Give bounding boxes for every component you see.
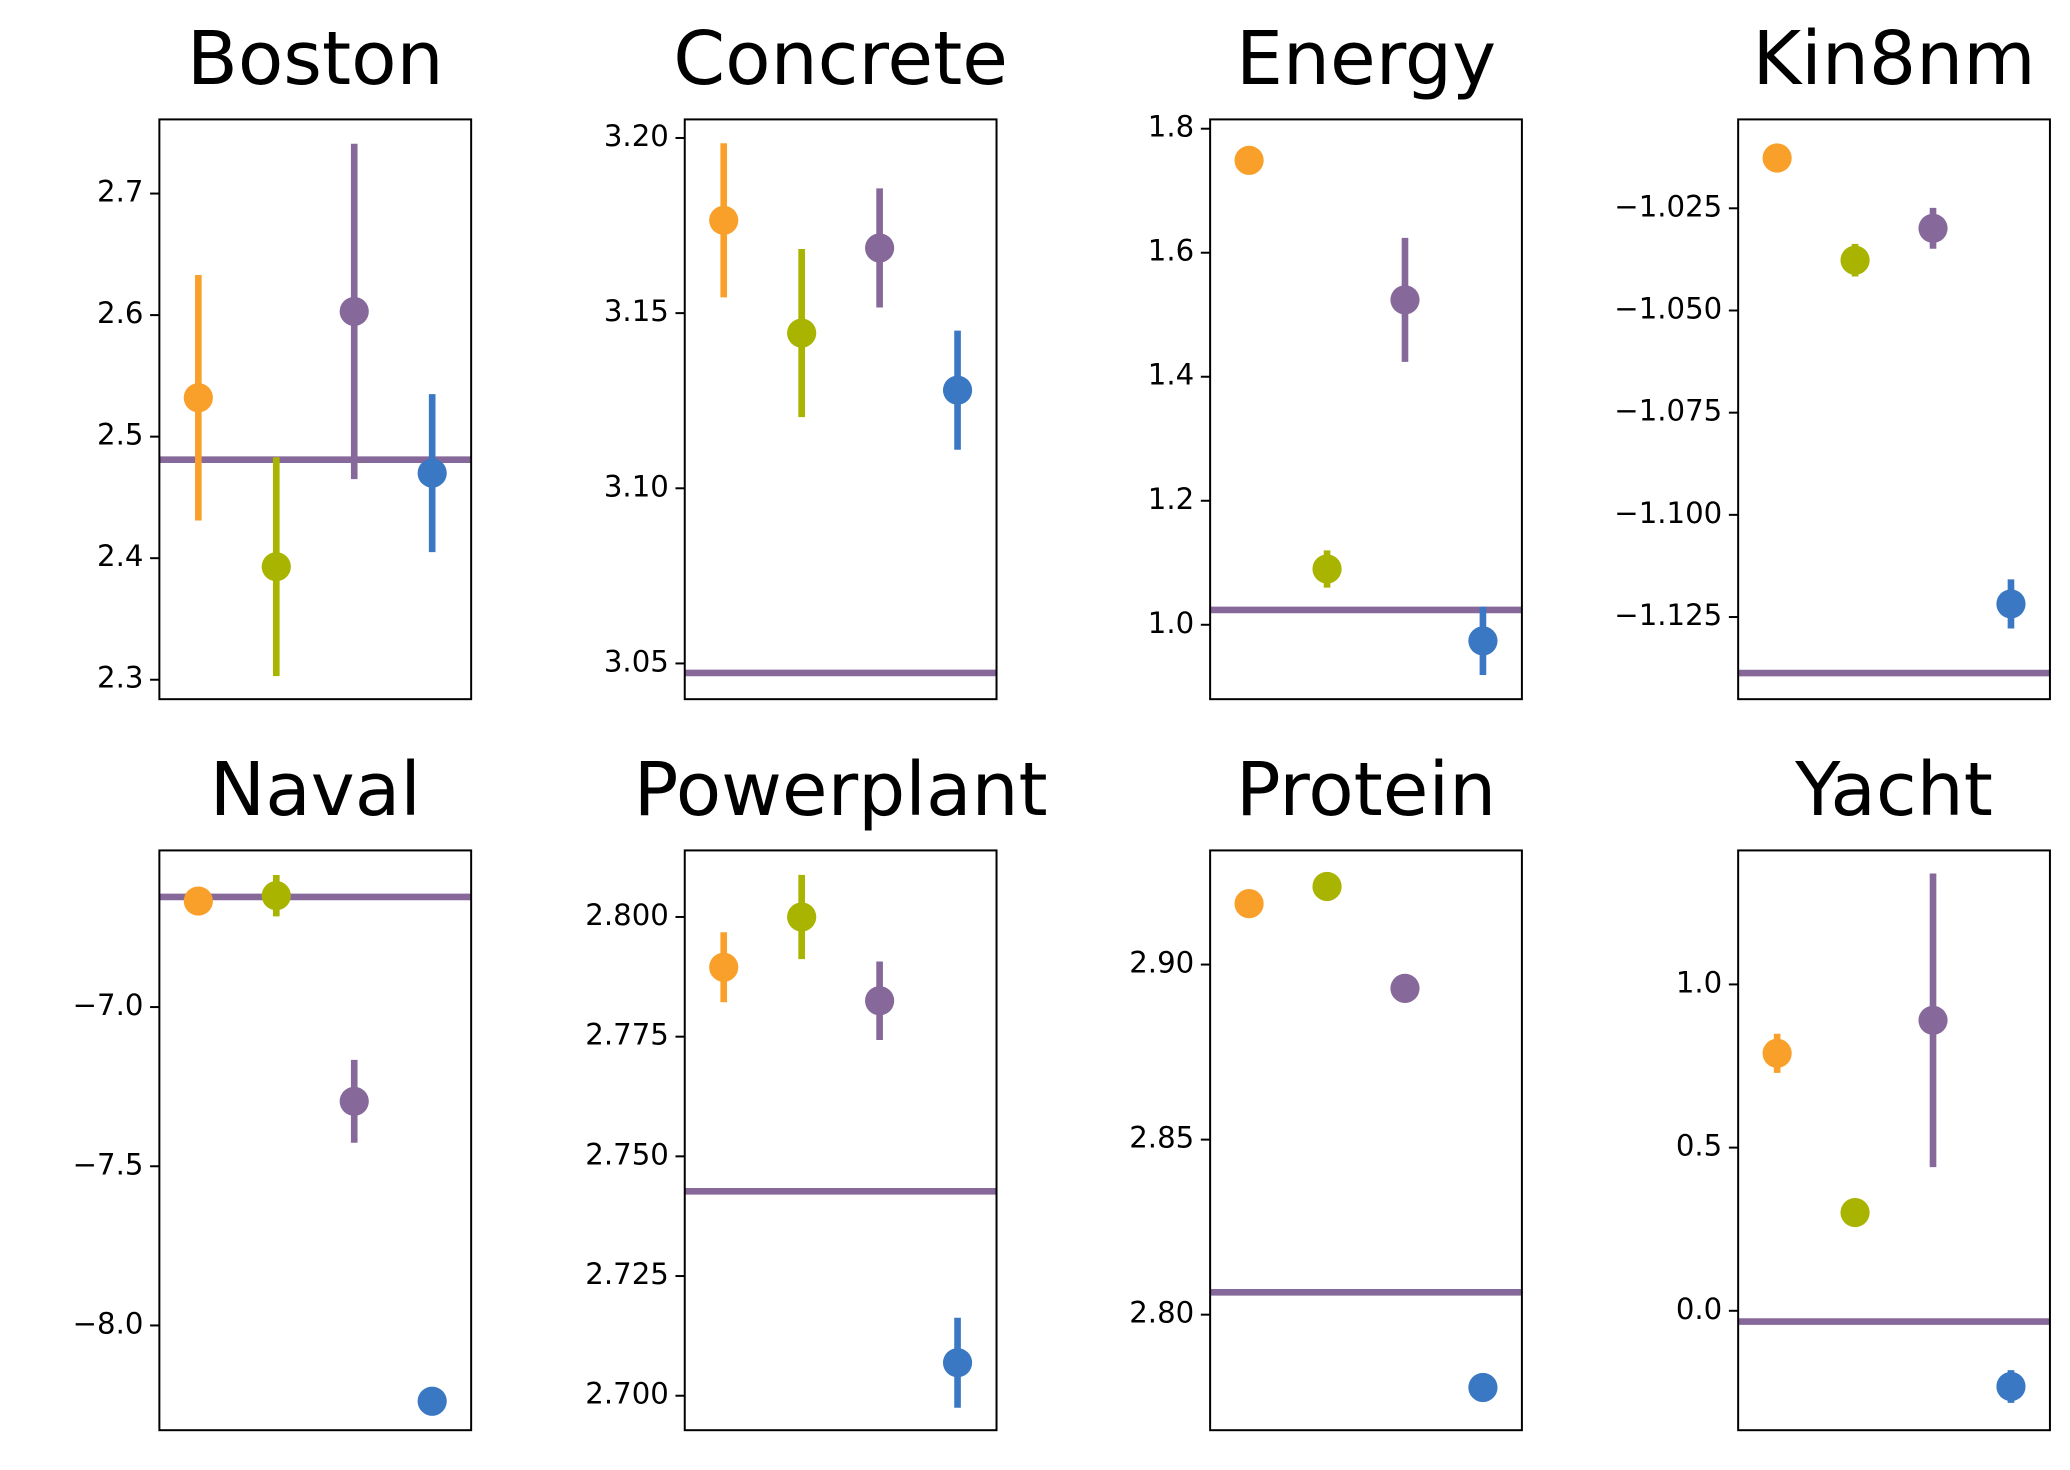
subplot-title: Energy [1236, 15, 1496, 102]
point [865, 986, 895, 1016]
point [1762, 1038, 1792, 1068]
axes-frame [683, 118, 998, 701]
y-tick-label: 2.85 [1129, 1121, 1194, 1155]
subplot-title: Kin8nm [1752, 15, 2035, 102]
y-tick-label: 2.80 [1129, 1296, 1194, 1330]
point [261, 552, 291, 582]
point [787, 902, 817, 932]
point [1996, 589, 2026, 619]
point [1840, 245, 1870, 275]
y-tick-label: −7.5 [73, 1147, 144, 1181]
point [339, 296, 369, 327]
axes-frame [158, 118, 473, 701]
point [1390, 285, 1420, 315]
y-tick-label: −8.0 [73, 1306, 144, 1340]
y-tick-label: 1.2 [1148, 482, 1194, 516]
y-tick-label: 1.8 [1148, 110, 1194, 144]
y-tick-label: 2.90 [1129, 946, 1194, 980]
point [1762, 143, 1792, 173]
subplot-title: Concrete [673, 15, 1008, 102]
y-tick-label: 3.05 [604, 644, 669, 678]
y-tick-label: 3.10 [604, 469, 669, 503]
subplot-title: Yacht [1794, 746, 1993, 833]
y-tick-label: −1.125 [1614, 598, 1722, 632]
subplot-title: Boston [187, 15, 444, 102]
axes-frame [1209, 849, 1523, 1432]
y-tick-label: 3.20 [604, 119, 669, 153]
point [942, 1348, 973, 1378]
y-tick-label: 0.0 [1676, 1292, 1722, 1326]
axes-frame [1737, 849, 2051, 1432]
subplot-title: Powerplant [634, 746, 1048, 833]
point [183, 886, 213, 916]
y-tick-label: −1.025 [1614, 189, 1722, 223]
point [339, 1086, 369, 1116]
axes-frame [1737, 118, 2051, 701]
y-tick-label: 2.775 [585, 1018, 669, 1052]
point [1390, 973, 1420, 1003]
y-tick-label: 1.6 [1148, 234, 1194, 268]
y-tick-label: 2.725 [585, 1257, 669, 1291]
y-tick-label: 1.0 [1676, 965, 1722, 999]
point [1996, 1371, 2026, 1402]
point [183, 383, 213, 413]
y-tick-label: 2.3 [97, 661, 143, 695]
point [1468, 1372, 1498, 1403]
y-tick-label: −1.075 [1614, 394, 1722, 428]
point [865, 233, 895, 263]
y-tick-label: 3.15 [604, 294, 669, 328]
axes-frame [683, 849, 998, 1432]
point [1312, 554, 1342, 584]
point [1840, 1197, 1870, 1228]
y-tick-label: 1.0 [1148, 606, 1194, 640]
y-tick-label: −1.050 [1614, 291, 1722, 325]
point [261, 881, 291, 911]
point [787, 318, 817, 348]
subplot-title: Protein [1236, 746, 1496, 833]
y-tick-label: 2.4 [97, 539, 143, 573]
y-tick-label: 2.750 [585, 1137, 669, 1171]
subplot-title: Naval [210, 746, 421, 833]
y-tick-label: 2.7 [97, 175, 143, 209]
point [417, 458, 447, 488]
point [417, 1386, 447, 1416]
point [1918, 1005, 1948, 1035]
y-tick-label: −1.100 [1614, 496, 1722, 530]
axes-frame [1209, 118, 1523, 701]
axes-frame [158, 849, 473, 1432]
y-tick-label: 2.800 [585, 898, 669, 932]
point [1312, 871, 1342, 902]
y-tick-label: 2.5 [97, 418, 143, 452]
y-tick-label: 0.5 [1676, 1129, 1722, 1163]
y-tick-label: −7.0 [73, 988, 144, 1022]
point [1468, 626, 1498, 656]
point [942, 375, 973, 405]
point [709, 205, 739, 235]
point [709, 952, 739, 982]
y-tick-label: 2.700 [585, 1377, 669, 1411]
y-tick-label: 1.4 [1148, 358, 1194, 392]
y-tick-label: 2.6 [97, 296, 143, 330]
point [1234, 889, 1264, 919]
point [1918, 213, 1948, 243]
point [1234, 145, 1264, 175]
